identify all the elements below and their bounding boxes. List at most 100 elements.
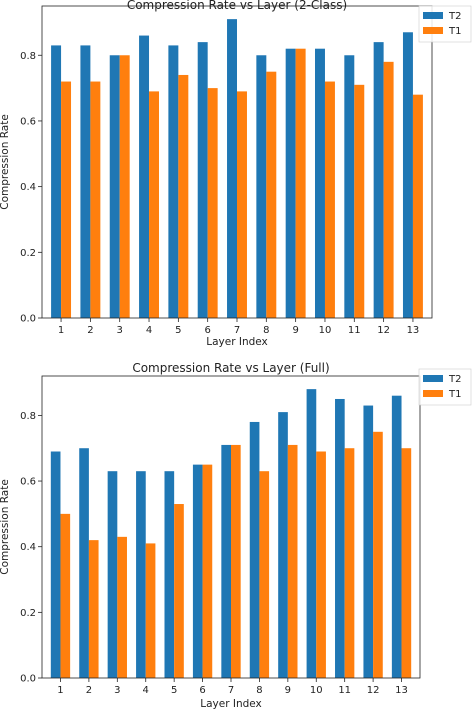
chart-full-xtick-1: 1: [57, 685, 63, 696]
chart-full-bar-t2-3: [107, 471, 118, 678]
chart-full-xtick-11: 11: [338, 685, 351, 696]
chart-full-xtick-12: 12: [367, 685, 380, 696]
chart-2-class-bar-t2-2: [80, 45, 91, 319]
chart-2-class-xlabel: Layer Index: [206, 336, 268, 348]
chart-full-xtick-7: 7: [228, 685, 234, 696]
chart-full-legend-swatch-t2: [423, 375, 443, 382]
chart-2-class-bar-t1-4: [149, 91, 159, 319]
chart-2-class-xtick-2: 2: [87, 325, 93, 336]
chart-2-class-xtick-9: 9: [292, 325, 298, 336]
chart-2-class-bar-t2-3: [109, 55, 120, 319]
chart-full-xtick-6: 6: [199, 685, 205, 696]
chart-full: Compression Rate vs Layer (Full) 0.0 0.2 0.…: [0, 355, 474, 710]
chart-2-class-bar-t1-12: [383, 61, 394, 319]
chart-2-class-bar-t2-12: [373, 42, 384, 319]
chart-full-legend-label-t1: T1: [448, 389, 461, 400]
chart-full-xtick-9: 9: [285, 685, 291, 696]
chart-2-class-ytick-0.6: 0.6: [20, 116, 36, 127]
chart-2-class-bar-t1-2: [90, 81, 101, 319]
chart-full-bar-t1-1: [60, 513, 71, 678]
chart-2-class-bar-t1-3: [119, 55, 130, 319]
chart-full-bar-t1-12: [373, 431, 383, 678]
chart-full-bar-t1-8: [259, 471, 270, 678]
chart-full-svg: Compression Rate vs Layer (Full) 0.0 0.2 0.…: [0, 361, 472, 710]
chart-full-bar-t2-2: [79, 448, 89, 678]
chart-full-legend-box: [418, 368, 472, 406]
chart-2-class-bar-t2-10: [315, 48, 325, 319]
chart-full-xtick-4: 4: [143, 685, 149, 696]
chart-2-class-svg: Compression Rate vs Layer (2-Class)0.00.…: [0, 0, 472, 348]
chart-2-class-legend-swatch-t2: [423, 12, 443, 19]
chart-full-bar-t1-5: [174, 504, 184, 678]
chart-2-class-xtick-7: 7: [234, 325, 240, 336]
chart-2-class-ytick-0.2: 0.2: [20, 248, 36, 259]
chart-2-class-bar-t2-5: [168, 45, 179, 319]
chart-full-ytick-0.6: 0.6: [20, 477, 36, 488]
chart-full-bar-t2-1: [50, 451, 61, 678]
chart-full-xtick-10: 10: [310, 685, 323, 696]
chart-2-class-xtick-6: 6: [204, 325, 210, 336]
chart-2-class-ytick-0.0: 0.0: [20, 314, 36, 325]
chart-2-class-bar-t2-7: [227, 19, 237, 319]
chart-full-bar-t2-5: [164, 471, 175, 678]
chart-full-bar-t1-10: [316, 451, 326, 678]
chart-2-class-xtick-12: 12: [377, 325, 390, 336]
chart-full-xtick-2: 2: [86, 685, 92, 696]
chart-2-class-ytick-0.8: 0.8: [20, 51, 36, 62]
chart-full-title: Compression Rate vs Layer (Full): [132, 361, 329, 375]
chart-full-bar-t1-13: [401, 448, 412, 678]
chart-full-xlabel: Layer Index: [200, 698, 262, 710]
chart-2-class-bar-t1-11: [354, 84, 365, 319]
chart-full-ytick-0.8: 0.8: [20, 411, 36, 422]
chart-full-bar-t1-7: [231, 444, 241, 678]
chart-2-class-bar-t2-13: [402, 32, 413, 319]
chart-2-class-bar-t1-9: [295, 48, 306, 319]
chart-2-class-xtick-4: 4: [146, 325, 152, 336]
chart-2-class-xtick-5: 5: [175, 325, 181, 336]
chart-full-ytick-0.4: 0.4: [20, 542, 36, 553]
chart-full-legend-label-t2: T2: [448, 374, 461, 385]
chart-2-class-xtick-10: 10: [319, 325, 332, 336]
chart-2-class-legend-label-t1: T1: [448, 26, 461, 37]
chart-full-bar-t1-9: [287, 444, 298, 678]
chart-full-xtick-3: 3: [114, 685, 120, 696]
chart-full-bar-t1-4: [145, 543, 156, 678]
chart-2-class-bar-t1-1: [61, 81, 72, 319]
chart-full-xtick-13: 13: [395, 685, 408, 696]
chart-2-class-bar-t1-8: [266, 71, 277, 319]
chart-full-ylabel: Compression Rate: [0, 479, 11, 575]
chart-2-class-bar-t2-9: [285, 48, 296, 319]
chart-2-class-ylabel: Compression Rate: [0, 114, 11, 210]
chart-2-class-bar-t1-6: [207, 88, 218, 319]
chart-full-legend-swatch-t1: [423, 390, 443, 397]
chart-2-class-bar-t2-6: [197, 42, 208, 319]
chart-full-bar-t2-12: [363, 405, 374, 678]
chart-2-class-xtick-13: 13: [407, 325, 420, 336]
chart-2-class-bar-t2-11: [344, 55, 355, 319]
chart-2-class-xtick-8: 8: [263, 325, 269, 336]
chart-full-ytick-0.0: 0.0: [20, 674, 36, 685]
chart-full-bar-t2-10: [306, 389, 317, 678]
chart-full-bar-t2-11: [335, 398, 345, 678]
chart-2-class-bar-t2-1: [51, 45, 62, 319]
chart-2-class-bar-t1-10: [324, 81, 335, 319]
chart-full-bar-t1-6: [202, 464, 213, 678]
chart-full-bar-t2-7: [221, 444, 231, 678]
chart-full-xtick-5: 5: [171, 685, 177, 696]
chart-full-bar-t2-8: [249, 421, 260, 678]
chart-2-class-bar-t1-5: [178, 74, 189, 319]
chart-full-bar-t2-6: [192, 464, 203, 678]
chart-2-class-legend-box: [418, 5, 472, 43]
chart-full-bar-t2-9: [278, 412, 288, 678]
chart-full-xtick-8: 8: [256, 685, 262, 696]
chart-2-class-bar-t2-4: [139, 35, 150, 319]
chart-full-ytick-0.2: 0.2: [20, 608, 36, 619]
chart-full-bar-t1-2: [88, 540, 99, 678]
chart-2-class-ytick-0.4: 0.4: [20, 182, 36, 193]
chart-2-class-legend-label-t2: T2: [448, 11, 461, 22]
chart-2-class-bar-t1-7: [237, 91, 247, 319]
chart-2-class-legend-swatch-t1: [423, 27, 443, 34]
chart-2-class-xtick-1: 1: [58, 325, 64, 336]
chart-full-bar-t2-4: [136, 471, 146, 678]
chart-full-bar-t1-11: [344, 448, 355, 678]
